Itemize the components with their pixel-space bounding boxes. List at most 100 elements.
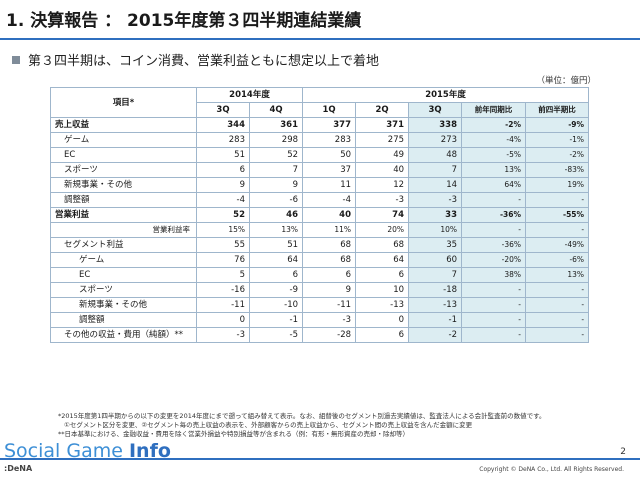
copyright: Copyright © DeNA Co., Ltd. All Rights Re…	[479, 466, 624, 473]
yoy-cell: 38%	[461, 267, 527, 283]
value-cell: 283	[302, 132, 357, 148]
row-label: 売上収益	[50, 117, 197, 133]
table-row: 売上収益 344 361 377 371 338 -2% -9%	[50, 117, 590, 133]
value-cell: 15%	[196, 222, 250, 238]
value-cell: 64	[248, 252, 304, 268]
page-number: 2	[620, 447, 626, 457]
value-cell: 0	[355, 312, 410, 328]
social-game-info-logo: Social Game Info	[4, 440, 171, 462]
row-label: 新規事業・その他	[50, 177, 197, 193]
value-cell: 273	[408, 132, 463, 148]
yoy-cell: -	[461, 222, 527, 238]
table-row: ゲーム 76 64 68 64 60 -20% -6%	[50, 252, 590, 268]
table-row: 調整額 0 -1 -3 0 -1- -	[50, 312, 590, 328]
value-cell: -1	[248, 312, 304, 328]
value-cell: 344	[196, 117, 250, 133]
row-label: その他の収益・費用（純額）**	[50, 327, 197, 343]
value-cell: 13%	[248, 222, 304, 238]
value-cell: 6	[355, 267, 410, 283]
row-label: 営業利益	[50, 207, 197, 223]
qoq-cell: -	[525, 192, 590, 208]
yoy-cell: -	[461, 192, 527, 208]
value-cell: 60	[408, 252, 463, 268]
footnote: **日本基準における、金融収益・費用を除く営業外損益や特別損益等が含まれる（例：…	[58, 430, 409, 438]
value-cell: 40	[302, 207, 357, 223]
qoq-cell: -49%	[525, 237, 590, 253]
value-cell: -4	[196, 192, 250, 208]
value-cell: 9	[196, 177, 250, 193]
square-bullet-icon	[12, 56, 20, 64]
qoq-cell: -	[525, 282, 590, 298]
value-cell: 338	[408, 117, 463, 133]
value-cell: 11%	[302, 222, 357, 238]
logo-prefix: Social Game	[4, 440, 123, 462]
row-label: セグメント利益	[50, 237, 197, 253]
qoq-cell: 13%	[525, 267, 590, 283]
value-cell: 74	[355, 207, 410, 223]
value-cell: 46	[248, 207, 304, 223]
item-header: 項目*	[50, 87, 197, 118]
value-cell: 20%	[355, 222, 410, 238]
value-cell: 0	[196, 312, 250, 328]
qoq-cell: -83%	[525, 162, 590, 178]
footnote: *2015年度第1四半期からの以下の変更を2014年度にまで遡って組み替えて表示…	[58, 412, 546, 420]
value-cell: 37	[302, 162, 357, 178]
table-row: セグメント利益 55 51 68 68 35 -36% -49%	[50, 237, 590, 253]
year-2014-header: 2014年度	[195, 87, 304, 103]
yoy-cell: -2%	[461, 117, 527, 133]
value-cell: 9	[302, 282, 357, 298]
value-cell: 377	[302, 117, 357, 133]
quarter-header: 1Q	[302, 102, 357, 118]
value-cell: -5	[248, 327, 304, 343]
value-cell: 50	[302, 147, 357, 163]
row-label: 新規事業・その他	[50, 297, 197, 313]
qoq-cell: 19%	[525, 177, 590, 193]
row-label: スポーツ	[50, 162, 197, 178]
value-cell: 12	[355, 177, 410, 193]
value-cell: -4	[302, 192, 357, 208]
value-cell: 5	[196, 267, 250, 283]
slide-title: 1. 決算報告 ： 2015年度第３四半期連結業績	[6, 11, 362, 31]
value-cell: 68	[302, 252, 357, 268]
row-label: 調整額	[50, 192, 197, 208]
table-row: スポーツ -16 -9 9 10 -18- -	[50, 282, 590, 298]
value-cell: -13	[355, 297, 410, 313]
yoy-cell: -	[461, 282, 527, 298]
unit-note: （単位：億円）	[536, 76, 596, 86]
table-row: ゲーム 283 298 283 275 273 -4% -1%	[50, 132, 590, 148]
yoy-cell: -	[461, 312, 527, 328]
year-2015-header: 2015年度	[302, 87, 590, 103]
yoy-header: 前年同期比	[461, 102, 527, 118]
row-label: ゲーム	[50, 252, 197, 268]
row-label: 営業利益率	[50, 222, 197, 238]
value-cell: 52	[248, 147, 304, 163]
qoq-cell: -6%	[525, 252, 590, 268]
yoy-cell: -36%	[461, 237, 527, 253]
quarter-header: 3Q	[408, 102, 463, 118]
value-cell: 6	[302, 267, 357, 283]
value-cell: -11	[302, 297, 357, 313]
value-cell: 33	[408, 207, 463, 223]
table-row: 営業利益率 15% 13% 11% 20% 10% - -	[50, 222, 590, 238]
table-row: 新規事業・その他 9 9 11 12 14 64% 19%	[50, 177, 590, 193]
value-cell: 9	[248, 177, 304, 193]
yoy-cell: -	[461, 327, 527, 343]
value-cell: 55	[196, 237, 250, 253]
value-cell: 7	[408, 162, 463, 178]
row-label: EC	[50, 147, 197, 163]
table-row: EC 5 6 6 6 7 38% 13%	[50, 267, 590, 283]
value-cell: 64	[355, 252, 410, 268]
value-cell: 68	[302, 237, 357, 253]
value-cell: 361	[248, 117, 304, 133]
value-cell: 7	[408, 267, 463, 283]
qoq-cell: -1%	[525, 132, 590, 148]
value-cell: -28	[302, 327, 357, 343]
qoq-header: 前四半期比	[525, 102, 590, 118]
table-row: 新規事業・その他 -11 -10 -11 -13 -13- -	[50, 297, 590, 313]
footnotes: *2015年度第1四半期からの以下の変更を2014年度にまで遡って組み替えて表示…	[58, 412, 545, 439]
subtitle-text: 第３四半期は、コイン消費、営業利益ともに想定以上で着地	[28, 54, 380, 69]
table-row: その他の収益・費用（純額）** -3 -5 -28 6 -2- -	[50, 327, 590, 343]
value-cell: 6	[248, 267, 304, 283]
qoq-cell: -9%	[525, 117, 590, 133]
value-cell: 11	[302, 177, 357, 193]
